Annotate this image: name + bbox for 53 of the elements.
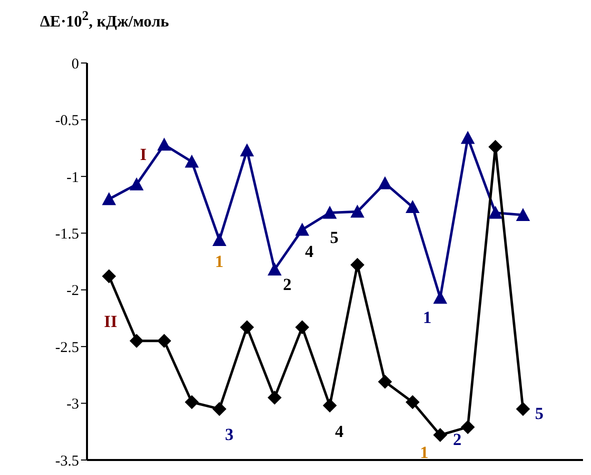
y-tick-label: 0 — [72, 56, 79, 72]
point — [406, 200, 420, 214]
y-tick-label: -1 — [66, 170, 79, 186]
annotation: 5 — [535, 404, 544, 424]
point — [516, 208, 530, 221]
annotation: 2 — [453, 430, 462, 450]
point — [378, 374, 392, 389]
point — [406, 395, 420, 410]
point — [268, 390, 282, 405]
point — [295, 320, 310, 334]
point — [130, 177, 144, 190]
y-tick-label: -3.5 — [55, 453, 79, 470]
annotation: 3 — [225, 425, 234, 445]
point — [460, 130, 475, 144]
point — [378, 176, 392, 190]
point — [240, 320, 254, 334]
annotation: 4 — [305, 242, 314, 262]
point — [102, 269, 116, 284]
point — [102, 192, 116, 206]
point — [240, 143, 254, 156]
point — [212, 232, 226, 246]
point — [295, 222, 310, 236]
annotation: 1 — [423, 308, 432, 328]
y-tick-label: -0.5 — [55, 113, 79, 130]
point — [184, 154, 199, 168]
point — [433, 428, 448, 442]
point — [350, 204, 364, 218]
point — [268, 262, 282, 276]
point — [157, 138, 172, 151]
point — [488, 140, 502, 154]
annotation: 4 — [335, 422, 344, 442]
y-tick-label: -3 — [66, 396, 79, 413]
point — [212, 402, 226, 416]
point — [460, 420, 475, 434]
annotation: 5 — [330, 228, 338, 248]
y-tick-label: -1.5 — [55, 226, 79, 242]
point — [157, 334, 172, 348]
y-axis-title: ΔE·10$^{2}$, кДж/моль — [40, 8, 169, 30]
point — [130, 334, 144, 348]
y-tick-label: -2 — [66, 283, 79, 300]
point — [184, 395, 199, 410]
point — [322, 206, 337, 219]
point — [433, 290, 448, 304]
annotation: 1 — [215, 252, 224, 272]
point — [322, 398, 337, 413]
annotation: 2 — [283, 275, 292, 295]
annotation: II — [104, 312, 118, 332]
annotation: 1 — [420, 443, 428, 463]
y-tick-label: -2.5 — [55, 340, 79, 356]
point — [516, 402, 530, 416]
annotation: I — [140, 145, 147, 165]
point — [488, 206, 502, 219]
point — [350, 258, 364, 272]
